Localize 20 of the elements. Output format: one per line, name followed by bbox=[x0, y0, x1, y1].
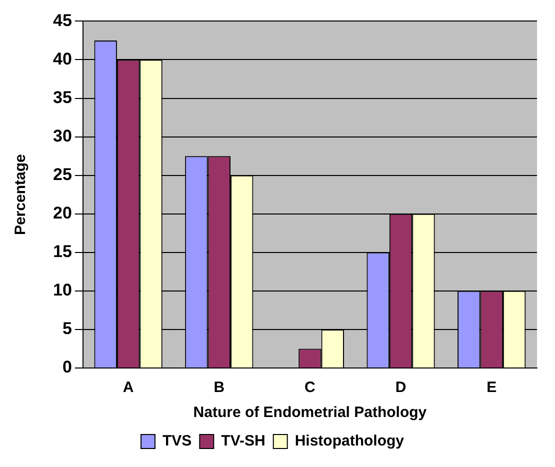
y-tick-label: 15 bbox=[52, 242, 72, 262]
x-tick-label: E bbox=[486, 379, 497, 396]
y-tick-label: 45 bbox=[52, 10, 72, 30]
y-tick-label: 25 bbox=[52, 165, 72, 184]
y-tick-label: 20 bbox=[52, 204, 72, 223]
y-tick-label: 40 bbox=[52, 49, 72, 68]
y-tick-label: 0 bbox=[62, 358, 72, 377]
y-tick-label: 30 bbox=[52, 126, 72, 146]
y-tick-label: 35 bbox=[52, 88, 72, 107]
legend-label: Histopathology bbox=[294, 432, 405, 450]
y-axis-title: Percentage bbox=[12, 154, 30, 236]
legend-label: TVS bbox=[162, 432, 192, 450]
x-tick-label: A bbox=[122, 379, 134, 396]
x-tick-label: C bbox=[304, 379, 316, 396]
legend-label: TV-SH bbox=[221, 432, 266, 450]
x-tick-label: B bbox=[214, 379, 225, 396]
x-axis-title: Nature of Endometrial Pathology bbox=[193, 404, 428, 422]
x-tick-label: D bbox=[395, 379, 406, 396]
y-tick-label: 5 bbox=[62, 319, 72, 338]
y-tick-label: 10 bbox=[52, 280, 72, 300]
